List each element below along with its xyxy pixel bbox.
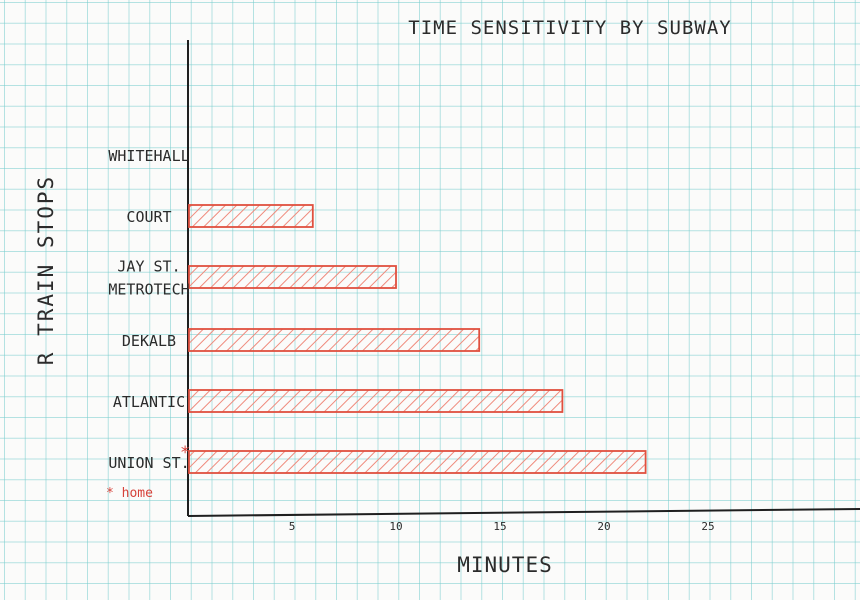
bar-atlantic	[188, 389, 564, 413]
x-tick-label: 25	[701, 520, 714, 533]
bar-jay-st-metrotech	[188, 265, 397, 289]
category-label: COURT	[126, 208, 171, 226]
category-label: ATLANTIC	[113, 393, 185, 411]
bar-dekalb	[188, 328, 481, 352]
category-label: WHITEHALL	[108, 147, 189, 165]
category-label: JAY ST.	[117, 258, 180, 276]
bar-court	[188, 204, 314, 228]
x-tick-label: 5	[289, 520, 296, 533]
bar-union-st	[188, 450, 647, 474]
x-tick-label: 20	[597, 520, 610, 533]
chart-title: TIME SENSITIVITY BY SUBWAY	[408, 17, 731, 39]
home-footnote: * home	[106, 486, 153, 501]
category-label: DEKALB	[122, 332, 176, 350]
x-tick-label: 10	[389, 520, 402, 533]
home-marker: *	[180, 443, 190, 463]
x-axis-label: MINUTES	[457, 553, 553, 577]
x-tick-label: 15	[493, 520, 506, 533]
category-label: METROTECH	[108, 281, 189, 299]
x-axis	[187, 508, 860, 517]
category-label: UNION ST.	[108, 454, 189, 472]
y-axis-label: R TRAIN STOPS	[34, 175, 58, 365]
